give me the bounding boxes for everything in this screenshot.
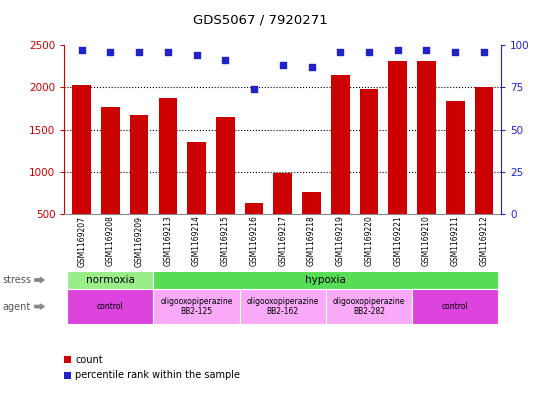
- Point: [250, 86, 259, 92]
- Bar: [360, 89, 379, 256]
- Bar: [101, 107, 120, 256]
- Bar: [302, 192, 321, 256]
- Bar: [158, 98, 177, 256]
- Bar: [216, 117, 235, 256]
- Bar: [475, 87, 493, 256]
- Point: [336, 49, 345, 55]
- Point: [134, 49, 143, 55]
- Text: normoxia: normoxia: [86, 275, 135, 285]
- Text: stress: stress: [3, 275, 32, 285]
- Point: [451, 49, 460, 55]
- Text: control: control: [442, 302, 469, 311]
- Point: [164, 49, 172, 55]
- Point: [393, 47, 402, 53]
- Bar: [417, 61, 436, 256]
- Bar: [245, 203, 263, 256]
- Text: oligooxopiperazine
BB2-162: oligooxopiperazine BB2-162: [246, 297, 319, 316]
- Bar: [72, 85, 91, 256]
- Text: oligooxopiperazine
BB2-125: oligooxopiperazine BB2-125: [160, 297, 233, 316]
- Point: [307, 64, 316, 70]
- Text: control: control: [97, 302, 124, 311]
- Bar: [273, 173, 292, 256]
- Point: [422, 47, 431, 53]
- Point: [77, 47, 86, 53]
- Point: [221, 57, 230, 64]
- Bar: [446, 101, 465, 256]
- Bar: [389, 61, 407, 256]
- Bar: [130, 115, 148, 256]
- Text: agent: agent: [3, 301, 31, 312]
- Point: [192, 52, 201, 59]
- Point: [479, 49, 488, 55]
- Point: [278, 62, 287, 69]
- Point: [365, 49, 374, 55]
- Bar: [331, 75, 349, 256]
- Text: hypoxia: hypoxia: [305, 275, 346, 285]
- Bar: [187, 142, 206, 256]
- Text: percentile rank within the sample: percentile rank within the sample: [75, 370, 240, 380]
- Text: GDS5067 / 7920271: GDS5067 / 7920271: [193, 14, 328, 27]
- Text: oligooxopiperazine
BB2-282: oligooxopiperazine BB2-282: [333, 297, 405, 316]
- Point: [106, 49, 115, 55]
- Text: count: count: [75, 354, 102, 365]
